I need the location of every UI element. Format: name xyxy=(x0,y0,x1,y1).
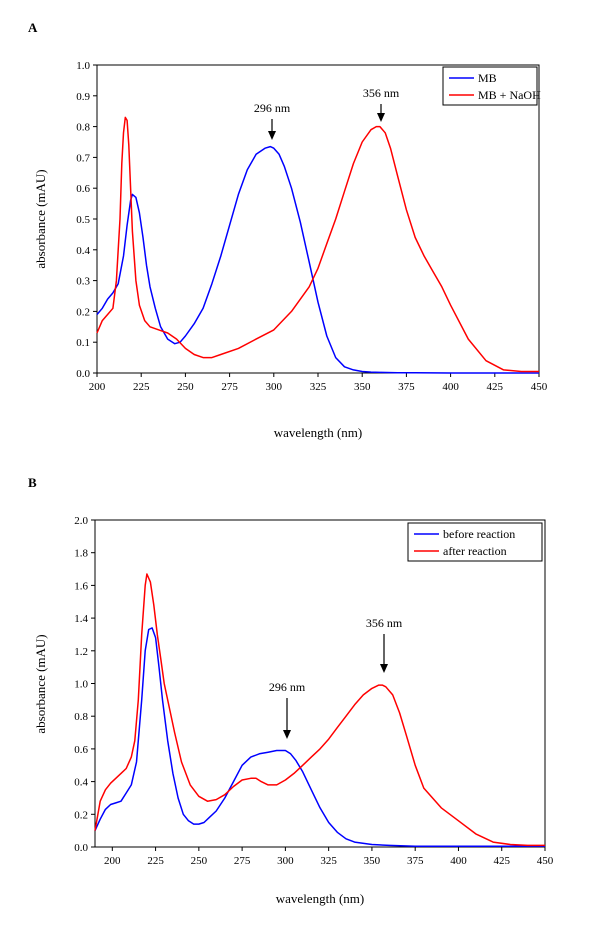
y-axis-title: absorbance (mAU) xyxy=(33,634,48,733)
x-tick-label: 425 xyxy=(493,855,510,867)
y-tick-label: 1.0 xyxy=(74,679,88,691)
x-tick-label: 450 xyxy=(537,855,554,867)
x-tick-label: 350 xyxy=(364,855,381,867)
x-tick-labels: 200 225 250 275 300 325 350 375 400 425 450 xyxy=(104,855,554,867)
x-tick-label: 400 xyxy=(442,381,459,393)
legend-box xyxy=(407,522,543,562)
legend: MB MB + NaOH xyxy=(442,66,541,106)
series-lines xyxy=(94,573,545,847)
y-tick-label: 0.6 xyxy=(76,183,90,195)
panel-b: B 0.00.20.40.60.81.01.21.41.61.82.0 200 2… xyxy=(28,475,554,906)
y-tick-labels: 0.0 0.1 0.2 0.3 0.4 0.5 0.6 0.7 0.8 0.9 1.0 xyxy=(76,60,90,380)
y-tick-label: 0.0 xyxy=(76,368,90,380)
x-axis-title: wavelength (nm) xyxy=(274,425,362,440)
y-tick-label: 0.4 xyxy=(74,777,88,789)
x-tick-label: 200 xyxy=(104,855,121,867)
legend: before reaction after reaction xyxy=(407,522,543,562)
x-tick-label: 250 xyxy=(177,381,194,393)
legend-box xyxy=(442,66,538,106)
x-tick-label: 400 xyxy=(450,855,467,867)
x-tick-label: 275 xyxy=(221,381,238,393)
x-tick-label: 375 xyxy=(407,855,424,867)
arrow-icon xyxy=(377,104,385,122)
plot-frame xyxy=(94,519,546,848)
y-tick-labels: 0.0 0.2 0.4 0.6 0.8 1.0 1.2 1.4 1.6 1.8 2.0 xyxy=(74,515,88,854)
annotation-label: 296 nm xyxy=(254,101,291,115)
legend-label: MB xyxy=(478,71,497,85)
panel-letter: B xyxy=(28,475,37,490)
series-line-before-reaction xyxy=(94,627,545,847)
y-tick-label: 1.0 xyxy=(76,60,90,72)
x-tick-label: 300 xyxy=(277,855,294,867)
x-tick-label: 325 xyxy=(320,855,337,867)
y-tick-label: 0.7 xyxy=(76,152,90,164)
y-tick-label: 2.0 xyxy=(74,515,88,527)
x-tick-label: 250 xyxy=(191,855,208,867)
x-tick-label: 200 xyxy=(89,381,106,393)
panel-letter: A xyxy=(28,20,38,35)
series-line-mb xyxy=(96,145,539,374)
y-tick-label: 0.2 xyxy=(76,306,90,318)
y-tick-label: 1.6 xyxy=(74,580,88,592)
arrow-icon xyxy=(283,698,291,739)
axis-ticks xyxy=(91,519,546,851)
y-tick-label: 0.5 xyxy=(76,214,90,226)
legend-label: before reaction xyxy=(443,527,515,541)
annotation-label: 356 nm xyxy=(366,616,403,630)
y-tick-label: 0.0 xyxy=(74,842,88,854)
y-tick-label: 0.3 xyxy=(76,276,90,288)
x-tick-label: 300 xyxy=(266,381,283,393)
annotation-label: 296 nm xyxy=(269,680,306,694)
x-tick-label: 275 xyxy=(234,855,251,867)
y-tick-label: 0.1 xyxy=(76,337,90,349)
y-tick-label: 0.8 xyxy=(76,122,90,134)
annotation-label: 356 nm xyxy=(363,86,400,100)
y-tick-label: 1.8 xyxy=(74,548,88,560)
y-tick-label: 0.8 xyxy=(74,711,88,723)
x-tick-label: 225 xyxy=(147,855,164,867)
plot-frame xyxy=(96,64,540,374)
x-tick-label: 350 xyxy=(354,381,371,393)
x-axis-title: wavelength (nm) xyxy=(276,891,364,906)
arrow-icon xyxy=(268,119,276,140)
x-tick-label: 450 xyxy=(531,381,548,393)
x-tick-label: 375 xyxy=(398,381,415,393)
series-line-after-reaction xyxy=(94,573,545,847)
arrow-icon xyxy=(380,634,388,673)
series-lines xyxy=(96,116,539,374)
y-tick-label: 0.2 xyxy=(74,809,88,821)
legend-label: after reaction xyxy=(443,544,507,558)
x-tick-label: 425 xyxy=(487,381,504,393)
series-line-mb-naoh xyxy=(96,116,539,373)
y-tick-label: 1.2 xyxy=(74,646,88,658)
y-tick-label: 1.4 xyxy=(74,613,88,625)
legend-label: MB + NaOH xyxy=(478,88,541,102)
x-tick-label: 225 xyxy=(133,381,150,393)
x-tick-label: 325 xyxy=(310,381,327,393)
y-tick-label: 0.4 xyxy=(76,245,90,257)
y-axis-title: absorbance (mAU) xyxy=(33,169,48,268)
y-tick-label: 0.6 xyxy=(74,744,88,756)
y-tick-label: 0.9 xyxy=(76,91,90,103)
x-tick-labels: 200 225 250 275 300 325 350 375 400 425 450 xyxy=(89,381,548,393)
panel-a: A 0.00.10.20.30.40.50.60.70.80.91.0 200 2… xyxy=(28,20,548,440)
